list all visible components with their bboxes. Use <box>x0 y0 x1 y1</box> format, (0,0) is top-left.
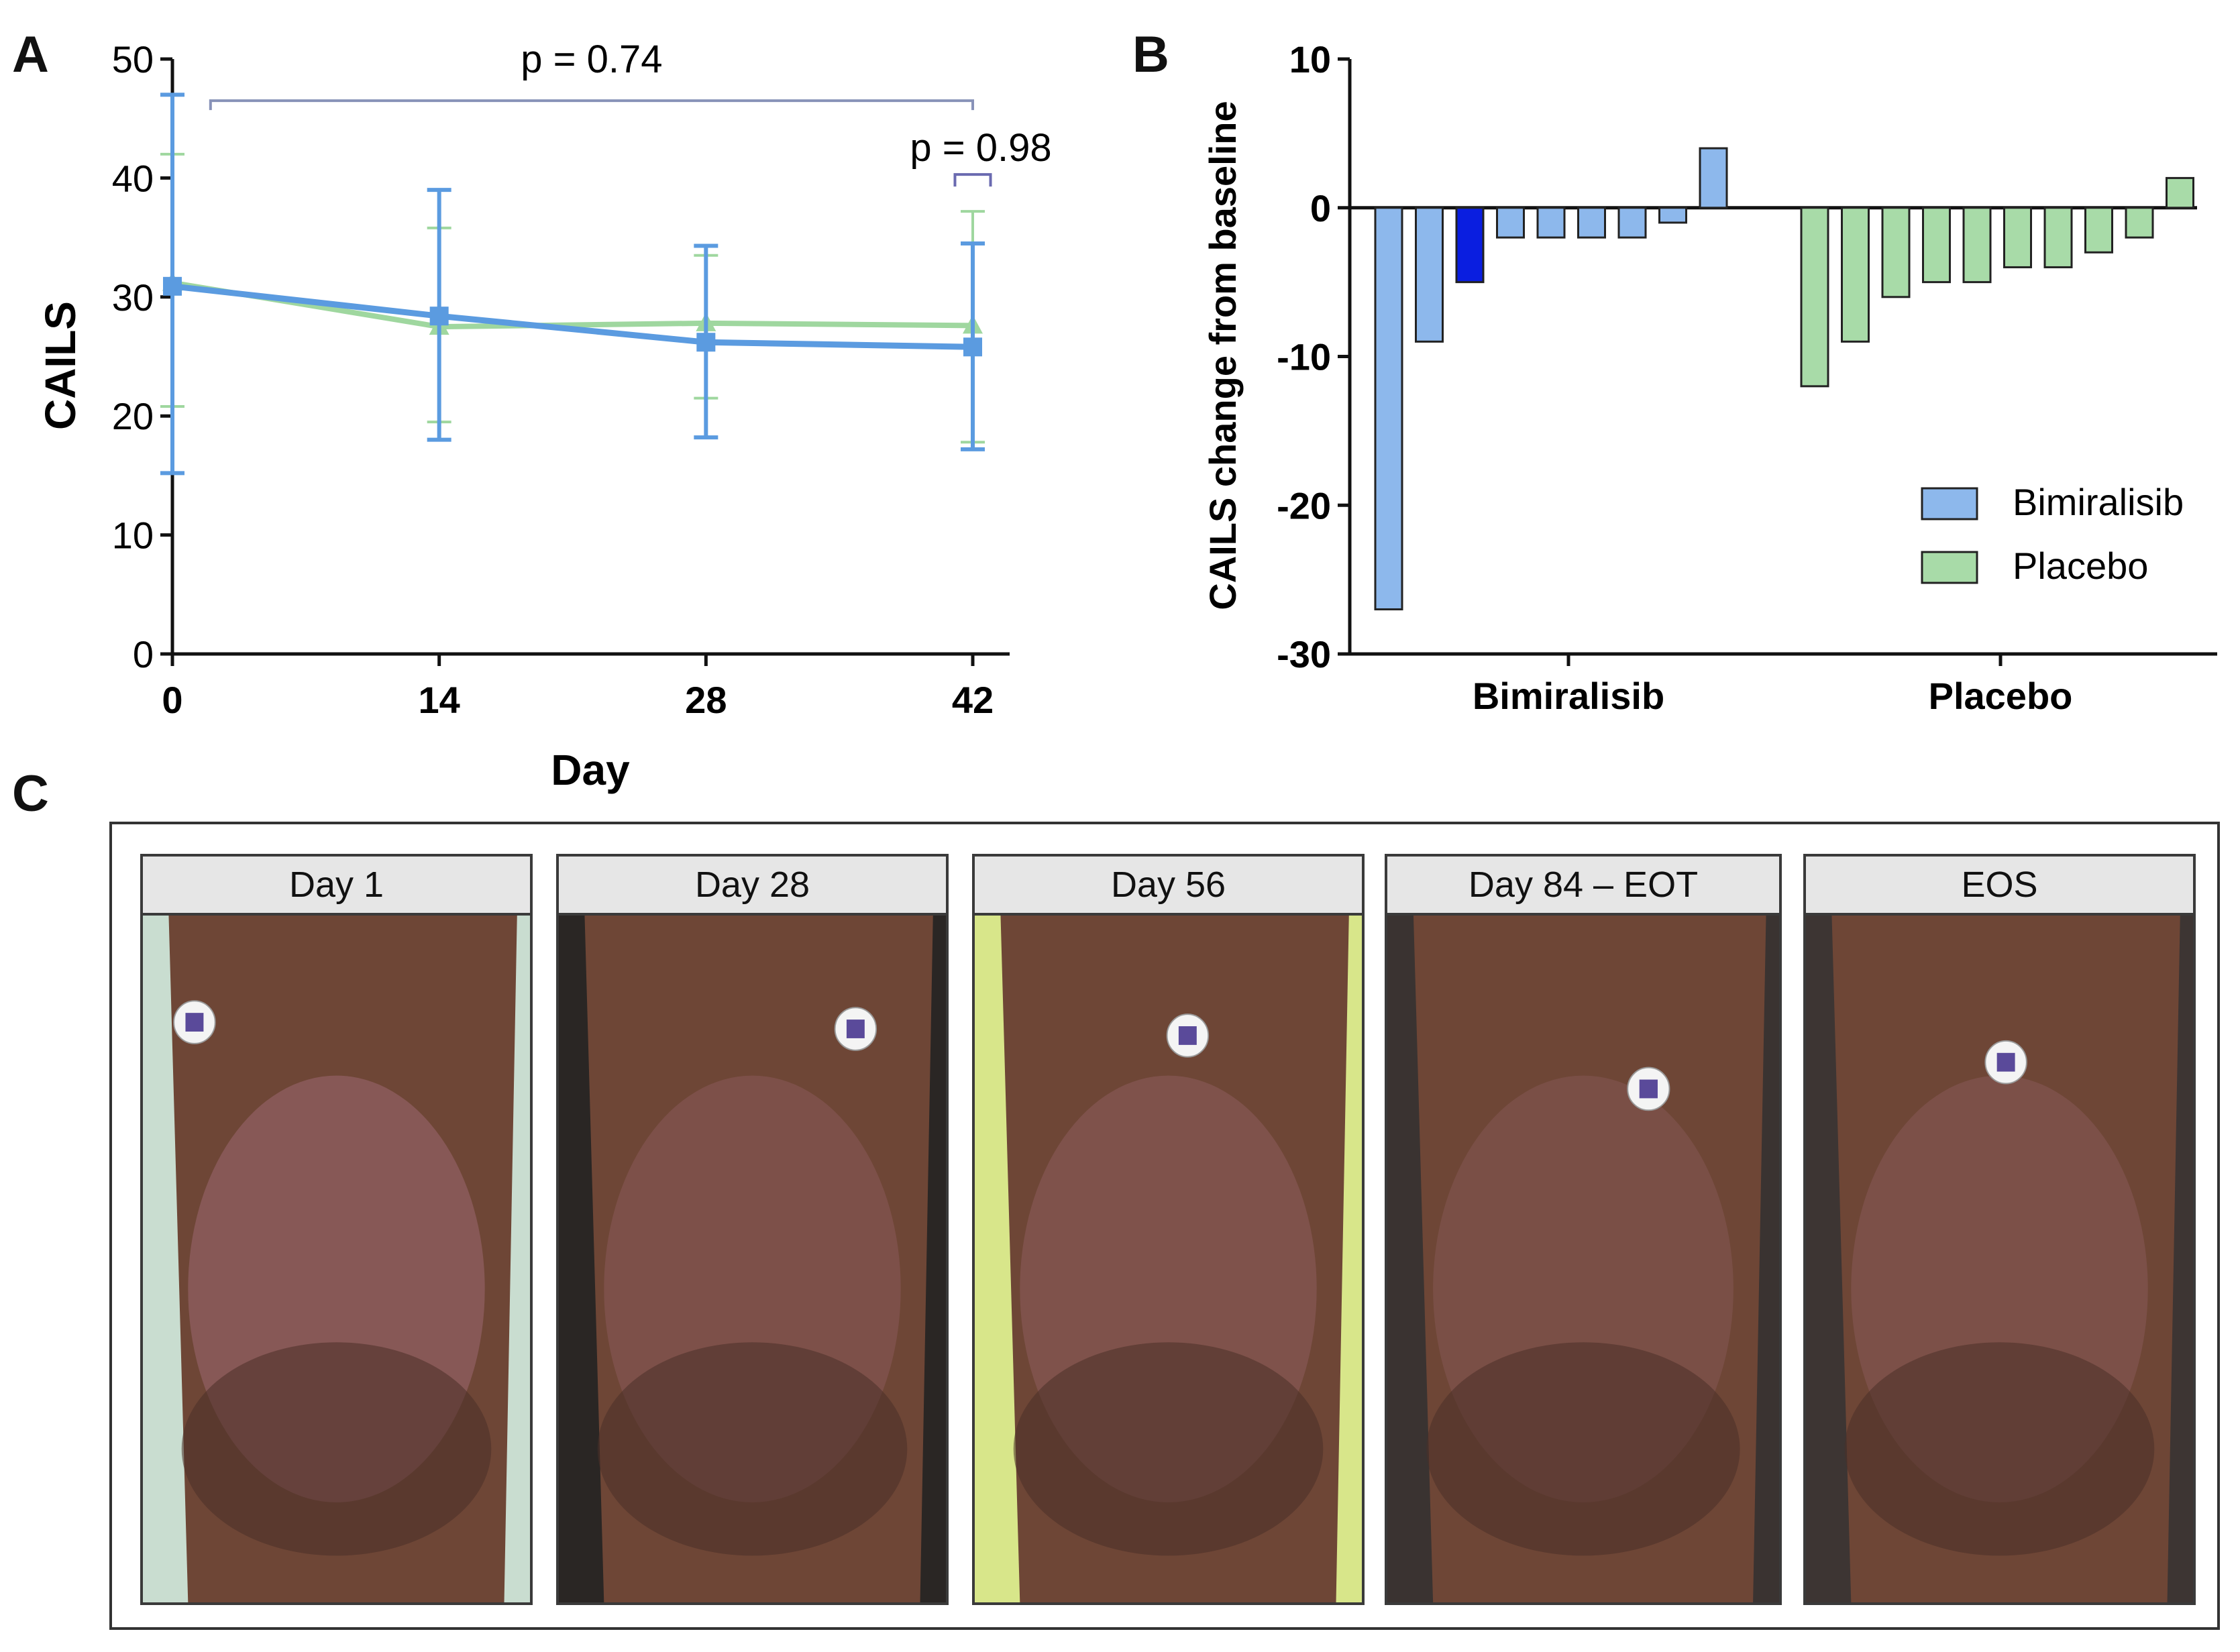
knee-shadow <box>1844 1342 2155 1556</box>
knee-shadow <box>1426 1342 1740 1556</box>
y-tick-label: 10 <box>112 514 154 557</box>
marker-sticker-code <box>846 1020 865 1038</box>
x-tick-label: Bimiralisib <box>1473 675 1664 717</box>
x-tick-label: 0 <box>162 679 182 721</box>
bar <box>2166 176 2194 209</box>
bar <box>1881 207 1911 298</box>
photo-card: Day 84 – EOT <box>1385 854 1782 1605</box>
panel-c-photo-series: Day 1 Day 28 Day 56 Day 84 – EOT EOS <box>109 822 2220 1630</box>
photo-illustration <box>1387 916 1779 1602</box>
panel-a-line-chart: 0 10 20 30 40 50 0 14 28 42 Day CAILS p = 0.74 p = 0.… <box>36 38 1052 794</box>
significance-bracket <box>209 99 974 111</box>
bar <box>1415 207 1444 343</box>
bar <box>1536 207 1566 239</box>
y-tick-label: 10 <box>1289 38 1331 80</box>
y-axis-title: CAILS change from baseline <box>1202 101 1244 610</box>
knee-shadow <box>597 1342 908 1556</box>
skin-lesion-photo <box>1385 916 1782 1605</box>
bar <box>1699 147 1728 209</box>
photo-illustration <box>559 916 946 1602</box>
data-point <box>429 307 449 326</box>
y-tick-label: -20 <box>1277 484 1331 527</box>
data-point <box>696 333 716 352</box>
x-tick-label: 42 <box>952 679 994 721</box>
legend-label: Bimiralisib <box>2013 481 2184 523</box>
photo-illustration <box>143 916 530 1602</box>
marker-sticker-code <box>1996 1052 2015 1072</box>
y-tick-label: 0 <box>1310 187 1331 229</box>
y-tick-label: 30 <box>112 276 154 319</box>
bar <box>2043 207 2073 268</box>
panel-b-letter: B <box>1132 26 1169 83</box>
y-tick-label: 50 <box>112 38 154 80</box>
marker-sticker-code <box>185 1013 204 1032</box>
legend-swatch <box>1921 551 1978 584</box>
bar <box>2084 207 2113 254</box>
y-tick-label: -10 <box>1277 336 1331 378</box>
marker-sticker-code <box>1178 1026 1197 1045</box>
x-axis-title: Day <box>551 746 630 794</box>
data-point <box>163 276 182 296</box>
bar <box>2003 207 2032 268</box>
photo-illustration <box>975 916 1362 1602</box>
knee-shadow <box>181 1342 492 1556</box>
bar <box>2125 207 2154 239</box>
photo-card: EOS <box>1803 854 2196 1605</box>
skin-lesion-photo <box>140 916 533 1605</box>
series-line <box>172 280 973 330</box>
p-value-label: p = 0.74 <box>521 38 662 81</box>
bar <box>1577 207 1606 239</box>
x-tick-label: Placebo <box>1929 675 2073 717</box>
photo-label: Day 84 – EOT <box>1385 854 1782 916</box>
knee-shadow <box>1013 1342 1324 1556</box>
skin-lesion-photo <box>972 916 1365 1605</box>
y-axis-title: CAILS <box>36 301 85 430</box>
bar <box>1455 207 1485 284</box>
y-tick-label: -30 <box>1277 633 1331 675</box>
p-value-label: p = 0.98 <box>910 126 1051 170</box>
photo-card: Day 28 <box>556 854 949 1605</box>
photo-card: Day 1 <box>140 854 533 1605</box>
bar <box>1922 207 1951 284</box>
skin-lesion-photo <box>1803 916 2196 1605</box>
photo-label: EOS <box>1803 854 2196 916</box>
y-tick-label: 0 <box>133 633 154 675</box>
bar <box>1841 207 1870 343</box>
bar <box>1617 207 1647 239</box>
panel-a-letter: A <box>12 26 49 83</box>
series-line <box>172 283 973 350</box>
panel-b-bar-chart: 10 0 -10 -20 -30 CAILS change from baseline Bi… <box>1202 38 2217 717</box>
skin-lesion-photo <box>556 916 949 1605</box>
photo-label: Day 56 <box>972 854 1365 916</box>
data-point <box>963 337 982 357</box>
photo-illustration <box>1806 916 2193 1602</box>
panel-c-letter: C <box>12 765 49 822</box>
x-tick-label: 28 <box>685 679 727 721</box>
legend-label: Placebo <box>2013 545 2148 587</box>
photo-card: Day 56 <box>972 854 1365 1605</box>
bar <box>1962 207 1992 284</box>
bar <box>1800 207 1829 388</box>
y-tick-label: 40 <box>112 157 154 199</box>
significance-bracket <box>953 173 992 187</box>
y-tick-label: 20 <box>112 395 154 437</box>
photo-label: Day 28 <box>556 854 949 916</box>
marker-sticker-code <box>1639 1079 1658 1099</box>
bar <box>1658 207 1687 224</box>
photo-label: Day 1 <box>140 854 533 916</box>
legend-swatch <box>1921 487 1978 520</box>
bar <box>1374 207 1403 610</box>
bar <box>1496 207 1525 239</box>
x-tick-label: 14 <box>419 679 460 721</box>
